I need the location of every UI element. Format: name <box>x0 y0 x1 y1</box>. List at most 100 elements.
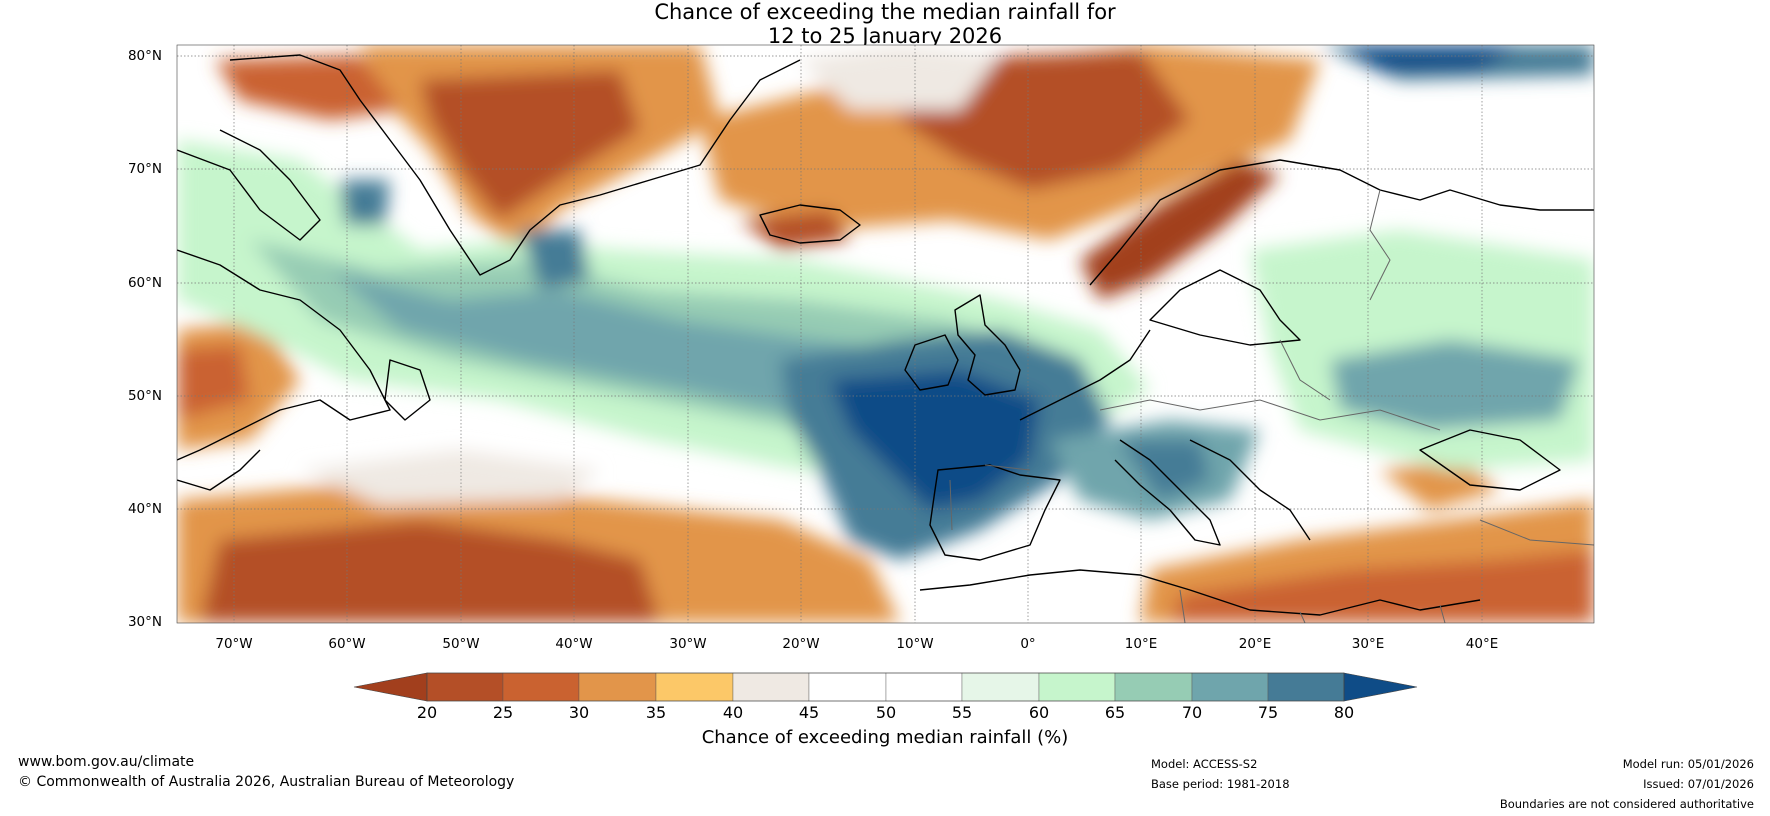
colorbar-swatch-65-70 <box>1114 672 1193 702</box>
map-canvas <box>177 45 1594 623</box>
footer-issued: Issued: 07/01/2026 <box>1643 777 1754 791</box>
dry-area-south-atlantic-core <box>200 520 660 623</box>
colorbar-swatch-60-65 <box>1038 672 1116 702</box>
lat-label-60: 60°N <box>127 275 162 291</box>
colorbar-swatch-75-80 <box>1267 672 1345 702</box>
coastline-newfoundland <box>384 359 431 421</box>
lat-label-40: 40°N <box>127 501 162 517</box>
neutral-area-mid-atlantic <box>300 450 600 505</box>
neutral-area-north <box>800 45 1000 110</box>
colorbar <box>353 672 1418 702</box>
footer-base-period: Base period: 1981-2018 <box>1151 777 1290 791</box>
coastline-greenland <box>229 54 801 276</box>
colorbar-swatch-30-35 <box>578 672 657 702</box>
lon-label-10w: 10°W <box>896 636 934 652</box>
colorbar-swatch-70-75 <box>1191 672 1269 702</box>
colorbar-tick-80: 80 <box>1333 703 1355 722</box>
wet-area-arctic-core <box>1340 45 1520 72</box>
colorbar-tick-35: 35 <box>645 703 667 722</box>
coastline-great-britain <box>954 294 1021 396</box>
map-frame <box>176 44 1595 624</box>
coastline-nova-scotia <box>177 449 261 491</box>
dry-area-north-africa-core <box>1170 550 1594 623</box>
lon-label-50w: 50°W <box>442 636 480 652</box>
coastline-north-africa <box>919 569 1481 616</box>
colorbar-swatch-45-50 <box>808 672 887 702</box>
dry-area-west-atlantic-core <box>177 345 250 420</box>
chart-title: Chance of exceeding the median rainfall … <box>0 0 1770 48</box>
lon-label-40w: 40°W <box>555 636 593 652</box>
colorbar-tick-45: 45 <box>798 703 820 722</box>
dry-area-greenland-north <box>215 55 400 120</box>
lon-label-10e: 10°E <box>1124 636 1158 652</box>
border-finland-russia <box>1369 189 1391 301</box>
colorbar-swatch-55-60 <box>961 672 1040 702</box>
coastline-iceland <box>759 204 861 244</box>
footer-model: Model: ACCESS-S2 <box>1151 757 1258 771</box>
colorbar-tick-25: 25 <box>492 703 514 722</box>
lon-label-0: 0° <box>1020 636 1036 652</box>
wet-area-baffin <box>340 180 390 225</box>
colorbar-tick-20: 20 <box>416 703 438 722</box>
wet-area-eastern-europe-core <box>1330 340 1580 430</box>
colorbar-tick-75: 75 <box>1257 703 1279 722</box>
wet-area-biscay-core <box>830 370 1040 510</box>
dry-area-norway-coast <box>1080 160 1280 300</box>
title-line-2: 12 to 25 January 2026 <box>767 24 1003 48</box>
footer-model-run: Model run: 05/01/2026 <box>1622 757 1754 771</box>
lat-label-50: 50°N <box>127 388 162 404</box>
lon-label-60w: 60°W <box>328 636 366 652</box>
coastline-italy <box>1114 439 1221 546</box>
colorbar-tick-60: 60 <box>1028 703 1050 722</box>
border-spain-france <box>984 464 1031 471</box>
coastline-black-sea <box>1419 429 1561 491</box>
country-borders <box>949 189 1594 623</box>
colorbar-label: Chance of exceeding median rainfall (%) <box>701 727 1069 748</box>
colorbar-frame <box>426 672 1345 702</box>
colorbar-tick-30: 30 <box>568 703 590 722</box>
footer-url: www.bom.gov.au/climate <box>18 754 195 770</box>
colorbar-tick-50: 50 <box>875 703 897 722</box>
graticule <box>177 45 1594 623</box>
colorbar-swatch-35-40 <box>655 672 734 702</box>
footer-copyright: © Commonwealth of Australia 2026, Austra… <box>18 774 515 790</box>
wet-area-labrador-core <box>520 230 590 290</box>
coastline-ireland <box>904 334 959 391</box>
colorbar-max-extension <box>1343 672 1418 702</box>
dry-area-east-med <box>1380 460 1500 510</box>
coastline-iberia <box>929 464 1061 561</box>
border-turkey <box>1479 519 1594 546</box>
footer-disclaimer: Boundaries are not considered authoritat… <box>1499 797 1754 811</box>
coastline-baltic <box>1149 269 1301 346</box>
colorbar-tick-55: 55 <box>951 703 973 722</box>
rainfall-map <box>176 44 1595 624</box>
border-north-africa <box>1179 589 1446 623</box>
title-line-1: Chance of exceeding the median rainfall … <box>654 0 1116 24</box>
lon-label-30w: 30°W <box>669 636 707 652</box>
lat-label-80: 80°N <box>127 48 162 64</box>
colorbar-swatch-20-25 <box>426 672 504 702</box>
border-poland-ukraine <box>1279 339 1331 401</box>
colorbar-tick-65: 65 <box>1104 703 1126 722</box>
colorbar-tick-70: 70 <box>1181 703 1203 722</box>
coastline-scandinavia <box>1089 159 1594 286</box>
coastlines <box>177 54 1594 616</box>
lon-label-30e: 30°E <box>1351 636 1385 652</box>
coastline-labrador <box>177 249 391 461</box>
colorbar-swatch-50-55 <box>885 672 963 702</box>
border-central-europe <box>1099 399 1441 431</box>
colorbar-swatch-40-45 <box>732 672 810 702</box>
colorbar-swatch-25-30 <box>502 672 580 702</box>
coastline-baffin-island <box>177 129 321 241</box>
lon-label-70w: 70°W <box>215 636 253 652</box>
lat-label-70: 70°N <box>127 161 162 177</box>
colorbar-tick-40: 40 <box>722 703 744 722</box>
lon-label-40e: 40°E <box>1465 636 1499 652</box>
lon-label-20e: 20°E <box>1238 636 1272 652</box>
probability-field <box>177 45 1594 623</box>
lon-label-20w: 20°W <box>782 636 820 652</box>
border-spain-portugal <box>949 479 953 531</box>
colorbar-min-extension <box>353 672 428 702</box>
coastline-balkans <box>1189 439 1311 541</box>
coastline-western-europe <box>1019 329 1151 421</box>
